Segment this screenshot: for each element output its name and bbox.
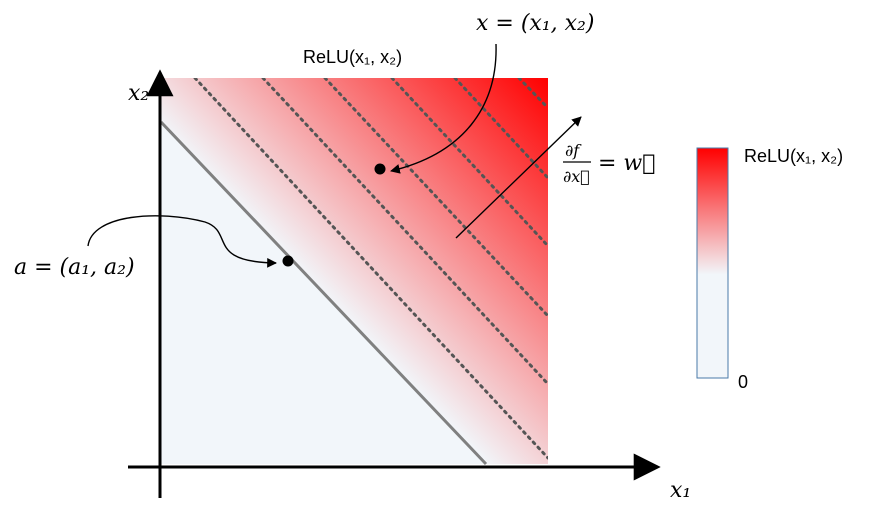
x1-axis-label: x₁ bbox=[670, 478, 691, 503]
level-line bbox=[261, 78, 548, 386]
colorbar bbox=[696, 147, 729, 379]
level-line bbox=[390, 78, 548, 248]
gradient-annotation: ∂f ∂x⃗ = w⃗ bbox=[563, 141, 655, 186]
level-line bbox=[453, 78, 548, 180]
gradient-rhs: = w⃗ bbox=[598, 151, 655, 176]
point-a-dot bbox=[282, 255, 294, 267]
point-a-label: a = (a₁, a₂) bbox=[14, 255, 135, 280]
point-x-label: x = (x₁, x₂) bbox=[476, 11, 594, 36]
decision-boundary-line bbox=[159, 120, 488, 466]
colorbar-bottom-label: 0 bbox=[738, 372, 748, 392]
x2-axis-label: x₂ bbox=[128, 81, 149, 106]
point-x-arrow bbox=[390, 43, 497, 174]
level-line bbox=[323, 78, 548, 318]
gradient-denominator: ∂x⃗ bbox=[563, 167, 590, 186]
point-a-arrow bbox=[87, 215, 277, 268]
relu-plot-label: ReLU(x₁, x₂) bbox=[303, 47, 402, 67]
relu-positive-region bbox=[161, 78, 548, 464]
colorbar-top-label: ReLU(x₁, x₂) bbox=[744, 146, 843, 166]
gradient-numerator: ∂f bbox=[565, 141, 582, 160]
point-x-dot bbox=[374, 163, 386, 175]
gradient-arrow bbox=[455, 116, 582, 239]
level-line bbox=[193, 78, 548, 460]
level-line bbox=[517, 78, 548, 110]
level-lines bbox=[193, 78, 548, 460]
